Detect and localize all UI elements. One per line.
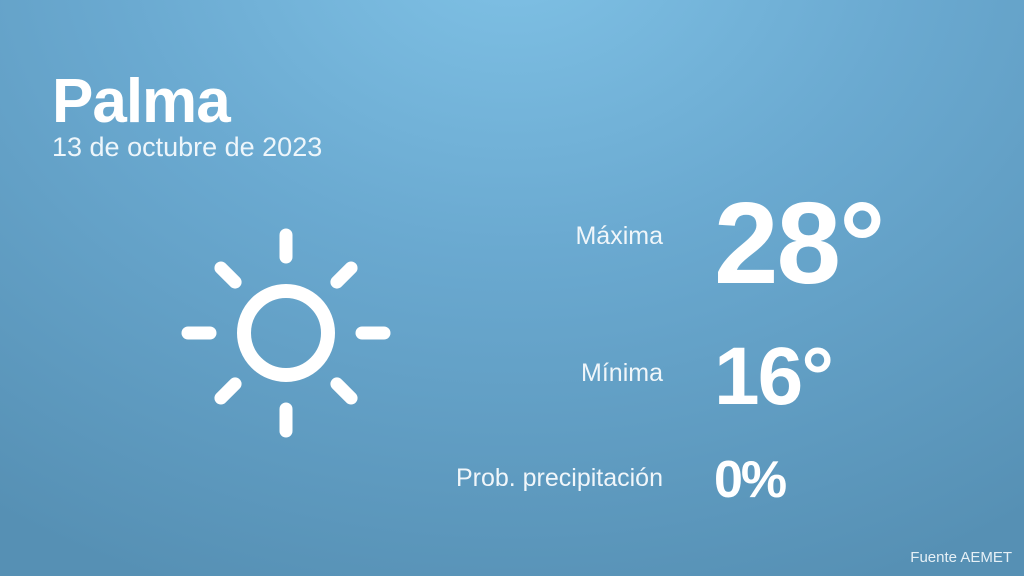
min-temp-value: 16° [714, 331, 834, 422]
max-temp-value: 28° [714, 178, 885, 308]
sun-ray [214, 261, 242, 289]
sun-icon [181, 228, 391, 438]
forecast-date: 13 de octubre de 2023 [52, 132, 323, 162]
max-temp-label: Máxima [575, 222, 663, 250]
min-temp-label: Mínima [581, 359, 663, 387]
sun-ray [214, 377, 242, 405]
precip-prob-label: Prob. precipitación [455, 464, 663, 492]
data-source: Fuente AEMET [910, 549, 1012, 566]
sun-ray [330, 377, 358, 405]
sun-ray [330, 261, 358, 289]
city-name: Palma [52, 67, 231, 136]
precip-prob-value: 0% [714, 451, 787, 509]
